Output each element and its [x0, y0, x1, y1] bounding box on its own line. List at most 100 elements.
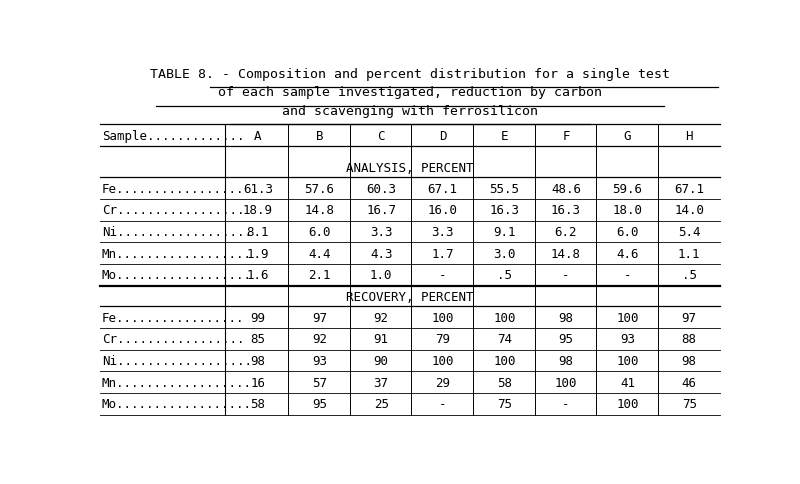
- Text: 93: 93: [312, 354, 327, 367]
- Text: ANALYSIS, PERCENT: ANALYSIS, PERCENT: [346, 161, 474, 174]
- Text: 18.9: 18.9: [243, 204, 273, 217]
- Text: Fe.................: Fe.................: [102, 182, 244, 196]
- Text: 67.1: 67.1: [428, 182, 458, 196]
- Text: 1.9: 1.9: [246, 247, 269, 260]
- Text: -: -: [562, 269, 570, 282]
- Text: Fe.................: Fe.................: [102, 311, 244, 324]
- Text: Ni..................: Ni..................: [102, 354, 252, 367]
- Text: 79: 79: [435, 333, 450, 346]
- Text: 100: 100: [554, 376, 578, 389]
- Text: 8.1: 8.1: [246, 226, 269, 239]
- Text: 14.0: 14.0: [674, 204, 704, 217]
- Text: Ni..................: Ni..................: [102, 226, 252, 239]
- Text: 16.0: 16.0: [428, 204, 458, 217]
- Text: C: C: [378, 130, 385, 142]
- Text: 14.8: 14.8: [551, 247, 581, 260]
- Text: Cr.................: Cr.................: [102, 333, 244, 346]
- Text: H: H: [686, 130, 693, 142]
- Text: D: D: [439, 130, 446, 142]
- Text: 1.1: 1.1: [678, 247, 701, 260]
- Text: Mn..................: Mn..................: [102, 376, 252, 389]
- Text: 16: 16: [250, 376, 266, 389]
- Text: 61.3: 61.3: [243, 182, 273, 196]
- Text: 67.1: 67.1: [674, 182, 704, 196]
- Text: 98: 98: [558, 311, 574, 324]
- Text: Mn..................: Mn..................: [102, 247, 252, 260]
- Text: 6.0: 6.0: [308, 226, 330, 239]
- Text: E: E: [501, 130, 508, 142]
- Text: B: B: [316, 130, 323, 142]
- Text: 100: 100: [431, 354, 454, 367]
- Text: 90: 90: [374, 354, 389, 367]
- Text: 100: 100: [493, 311, 516, 324]
- Text: F: F: [562, 130, 570, 142]
- Text: 46: 46: [682, 376, 697, 389]
- Text: 3.0: 3.0: [493, 247, 516, 260]
- Text: 16.3: 16.3: [551, 204, 581, 217]
- Text: 92: 92: [312, 333, 327, 346]
- Text: Sample.............: Sample.............: [102, 130, 244, 142]
- Text: 100: 100: [616, 354, 639, 367]
- Text: -: -: [562, 397, 570, 410]
- Text: 4.6: 4.6: [616, 247, 639, 260]
- Text: 37: 37: [374, 376, 389, 389]
- Text: 6.2: 6.2: [554, 226, 578, 239]
- Text: 4.4: 4.4: [308, 247, 330, 260]
- Text: 1.6: 1.6: [246, 269, 269, 282]
- Text: 100: 100: [431, 311, 454, 324]
- Text: 93: 93: [620, 333, 635, 346]
- Text: 58: 58: [497, 376, 512, 389]
- Text: 98: 98: [250, 354, 266, 367]
- Text: RECOVERY, PERCENT: RECOVERY, PERCENT: [346, 290, 474, 303]
- Text: 29: 29: [435, 376, 450, 389]
- Text: 60.3: 60.3: [366, 182, 396, 196]
- Text: 75: 75: [497, 397, 512, 410]
- Text: 99: 99: [250, 311, 266, 324]
- Text: 57.6: 57.6: [305, 182, 334, 196]
- Text: 48.6: 48.6: [551, 182, 581, 196]
- Text: A: A: [254, 130, 262, 142]
- Text: Mo..................: Mo..................: [102, 397, 252, 410]
- Text: -: -: [439, 397, 446, 410]
- Text: .5: .5: [682, 269, 697, 282]
- Text: 25: 25: [374, 397, 389, 410]
- Text: 1.7: 1.7: [431, 247, 454, 260]
- Text: 3.3: 3.3: [370, 226, 392, 239]
- Text: 100: 100: [616, 397, 639, 410]
- Text: of each sample investigated, reduction by carbon: of each sample investigated, reduction b…: [218, 86, 602, 99]
- Text: 74: 74: [497, 333, 512, 346]
- Text: Cr.................: Cr.................: [102, 204, 244, 217]
- Text: -: -: [439, 269, 446, 282]
- Text: 97: 97: [682, 311, 697, 324]
- Text: 98: 98: [558, 354, 574, 367]
- Text: 55.5: 55.5: [490, 182, 519, 196]
- Text: 3.3: 3.3: [431, 226, 454, 239]
- Text: 57: 57: [312, 376, 327, 389]
- Text: 95: 95: [312, 397, 327, 410]
- Text: and scavenging with ferrosilicon: and scavenging with ferrosilicon: [282, 105, 538, 118]
- Text: 6.0: 6.0: [616, 226, 639, 239]
- Text: 88: 88: [682, 333, 697, 346]
- Text: G: G: [624, 130, 631, 142]
- Text: 85: 85: [250, 333, 266, 346]
- Text: 4.3: 4.3: [370, 247, 392, 260]
- Text: 75: 75: [682, 397, 697, 410]
- Text: 100: 100: [616, 311, 639, 324]
- Text: .5: .5: [497, 269, 512, 282]
- Text: 41: 41: [620, 376, 635, 389]
- Text: -: -: [624, 269, 631, 282]
- Text: 14.8: 14.8: [305, 204, 334, 217]
- Text: 95: 95: [558, 333, 574, 346]
- Text: 59.6: 59.6: [613, 182, 642, 196]
- Text: 98: 98: [682, 354, 697, 367]
- Text: 5.4: 5.4: [678, 226, 701, 239]
- Text: 97: 97: [312, 311, 327, 324]
- Text: Mo..................: Mo..................: [102, 269, 252, 282]
- Text: 91: 91: [374, 333, 389, 346]
- Text: 16.3: 16.3: [490, 204, 519, 217]
- Text: 92: 92: [374, 311, 389, 324]
- Text: 16.7: 16.7: [366, 204, 396, 217]
- Text: 2.1: 2.1: [308, 269, 330, 282]
- Text: 1.0: 1.0: [370, 269, 392, 282]
- Text: 18.0: 18.0: [613, 204, 642, 217]
